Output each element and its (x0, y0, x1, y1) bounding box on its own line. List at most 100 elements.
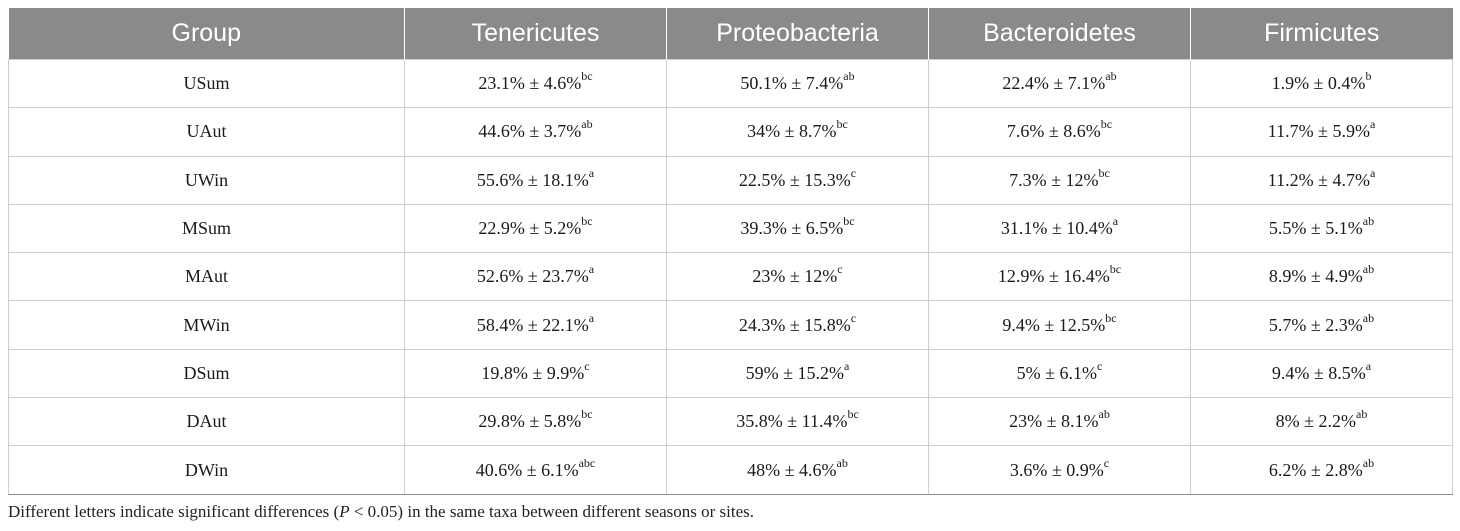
significance-letters: b (1365, 69, 1372, 84)
footnote-text-after: < 0.05) in the same taxa between differe… (349, 502, 754, 521)
significance-letters: c (1103, 455, 1110, 470)
group-cell: DWin (8, 445, 405, 495)
value-cell: 59% ± 15.2%a (666, 348, 929, 399)
significance-letters: bc (1098, 165, 1110, 180)
significance-letters: a (1369, 165, 1376, 180)
value-text: 22.5% ± 15.3% (738, 169, 851, 190)
value-cell: 9.4% ± 8.5%a (1190, 348, 1453, 399)
significance-letters: ab (1362, 455, 1375, 470)
significance-letters: a (844, 358, 850, 373)
table-row: MSum 22.9% ± 5.2%bc 39.3% ± 6.5%bc 31.1% ± … (8, 203, 1453, 254)
header-bacteroidetes: Bacteroidetes (928, 8, 1191, 60)
value-text: 1.9% ± 0.4% (1271, 73, 1366, 94)
significance-letters: bc (581, 69, 593, 84)
value-cell: 22.4% ± 7.1%ab (928, 58, 1191, 109)
group-cell: UAut (8, 107, 405, 157)
table-row: MWin 58.4% ± 22.1%a 24.3% ± 15.8%c 9.4% ± 1… (8, 300, 1453, 350)
value-text: 19.8% ± 9.9% (481, 362, 585, 383)
value-text: 44.6% ± 3.7% (478, 121, 582, 142)
value-text: 22.9% ± 5.2% (478, 218, 582, 239)
value-cell: 40.6% ± 6.1%abc (404, 445, 667, 495)
value-text: 52.6% ± 23.7% (476, 266, 589, 287)
value-cell: 11.7% ± 5.9%a (1190, 107, 1453, 157)
value-text: 5% ± 6.1% (1016, 362, 1098, 383)
footnote-p-symbol: P (339, 502, 350, 521)
table-row: MAut 52.6% ± 23.7%a 23% ± 12%c 12.9% ± 16.4… (8, 252, 1453, 302)
value-text: 11.7% ± 5.9% (1267, 121, 1370, 142)
value-text: 7.6% ± 8.6% (1006, 121, 1101, 142)
significance-letters: c (850, 165, 857, 180)
value-cell: 12.9% ± 16.4%bc (928, 252, 1191, 302)
group-cell: USum (8, 58, 405, 109)
significance-letters: bc (1100, 117, 1113, 132)
significance-letters: bc (843, 214, 855, 229)
value-cell: 8.9% ± 4.9%ab (1190, 252, 1453, 302)
group-cell: MWin (8, 300, 405, 350)
value-text: 12.9% ± 16.4% (997, 266, 1110, 287)
significance-letters: ab (836, 455, 848, 470)
significance-letters: ab (581, 117, 593, 132)
header-tenericutes: Tenericutes (404, 8, 667, 60)
group-cell: UWin (8, 155, 405, 205)
significance-letters: a (588, 262, 595, 277)
significance-letters: a (588, 165, 595, 180)
value-text: 23% ± 8.1% (1009, 411, 1099, 432)
significance-letters: ab (843, 69, 855, 84)
value-text: 58.4% ± 22.1% (476, 314, 589, 335)
table-container: Group Tenericutes Proteobacteria Bactero… (8, 8, 1453, 495)
value-cell: 23% ± 12%c (666, 252, 929, 302)
value-text: 50.1% ± 7.4% (740, 73, 844, 94)
table-row: DAut 29.8% ± 5.8%bc 35.8% ± 11.4%bc 23% ± 8… (8, 397, 1453, 447)
value-text: 39.3% ± 6.5% (740, 218, 844, 239)
group-cell: MSum (8, 203, 405, 254)
value-text: 11.2% ± 4.7% (1267, 169, 1370, 190)
value-cell: 52.6% ± 23.7%a (404, 252, 667, 302)
value-cell: 48% ± 4.6%ab (666, 445, 929, 495)
table-row: DSum 19.8% ± 9.9%c 59% ± 15.2%a 5% ± 6.1%c 9… (8, 348, 1453, 399)
value-text: 5.7% ± 2.3% (1268, 314, 1363, 335)
significance-letters: bc (1105, 310, 1117, 325)
header-firmicutes: Firmicutes (1190, 8, 1453, 60)
value-cell: 7.6% ± 8.6%bc (928, 107, 1191, 157)
value-text: 48% ± 4.6% (747, 459, 837, 480)
table-row: USum 23.1% ± 4.6%bc 50.1% ± 7.4%ab 22.4% ± … (8, 58, 1453, 109)
value-cell: 5.5% ± 5.1%ab (1190, 203, 1453, 254)
significance-letters: a (1365, 358, 1372, 373)
header-proteobacteria: Proteobacteria (666, 8, 929, 60)
significance-letters: c (850, 310, 857, 325)
value-cell: 19.8% ± 9.9%c (404, 348, 667, 399)
value-cell: 58.4% ± 22.1%a (404, 300, 667, 350)
value-cell: 29.8% ± 5.8%bc (404, 397, 667, 447)
table-row: UWin 55.6% ± 18.1%a 22.5% ± 15.3%c 7.3% ± 1… (8, 155, 1453, 205)
footnote-text-before: Different letters indicate significant d… (8, 502, 340, 521)
table-footnote: Different letters indicate significant d… (8, 502, 754, 522)
value-text: 7.3% ± 12% (1009, 169, 1099, 190)
value-cell: 22.9% ± 5.2%bc (404, 203, 667, 254)
header-group: Group (8, 8, 405, 60)
value-cell: 22.5% ± 15.3%c (666, 155, 929, 205)
value-cell: 23.1% ± 4.6%bc (404, 58, 667, 109)
value-cell: 39.3% ± 6.5%bc (666, 203, 929, 254)
value-text: 55.6% ± 18.1% (476, 169, 589, 190)
significance-letters: c (837, 262, 843, 277)
value-text: 9.4% ± 8.5% (1271, 362, 1366, 383)
significance-letters: ab (1098, 407, 1110, 422)
significance-letters: bc (1109, 262, 1122, 277)
significance-letters: ab (1362, 262, 1375, 277)
abundance-table: Group Tenericutes Proteobacteria Bactero… (8, 8, 1453, 495)
significance-letters: ab (1362, 214, 1375, 229)
value-text: 8.9% ± 4.9% (1268, 266, 1363, 287)
value-text: 59% ± 15.2% (745, 362, 845, 383)
value-text: 6.2% ± 2.8% (1268, 459, 1363, 480)
group-cell: DAut (8, 397, 405, 447)
value-text: 3.6% ± 0.9% (1009, 459, 1104, 480)
significance-letters: abc (578, 455, 596, 470)
table-header: Group Tenericutes Proteobacteria Bactero… (8, 8, 1453, 60)
value-cell: 5.7% ± 2.3%ab (1190, 300, 1453, 350)
value-text: 35.8% ± 11.4% (736, 411, 848, 432)
value-cell: 3.6% ± 0.9%c (928, 445, 1191, 495)
value-cell: 35.8% ± 11.4%bc (666, 397, 929, 447)
table-row: UAut 44.6% ± 3.7%ab 34% ± 8.7%bc 7.6% ± 8.6… (8, 107, 1453, 157)
value-text: 22.4% ± 7.1% (1002, 73, 1106, 94)
significance-letters: c (584, 358, 590, 373)
